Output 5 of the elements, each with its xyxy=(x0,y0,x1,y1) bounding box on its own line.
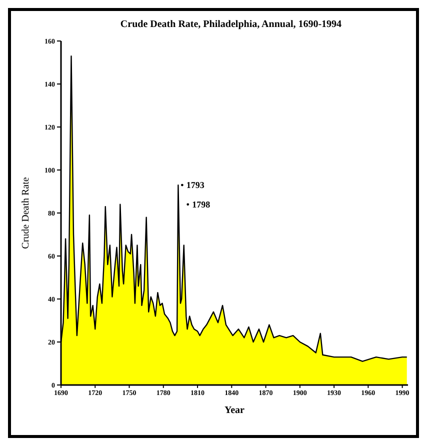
chart-title: Crude Death Rate, Philadelphia, Annual, 1690-1994 xyxy=(119,19,343,30)
annotation: 1798 xyxy=(192,200,211,210)
annotation: 1793 xyxy=(186,180,205,190)
x-axis-title: Year xyxy=(224,405,246,416)
y-axis-title: Crude Death Rate xyxy=(20,176,32,249)
